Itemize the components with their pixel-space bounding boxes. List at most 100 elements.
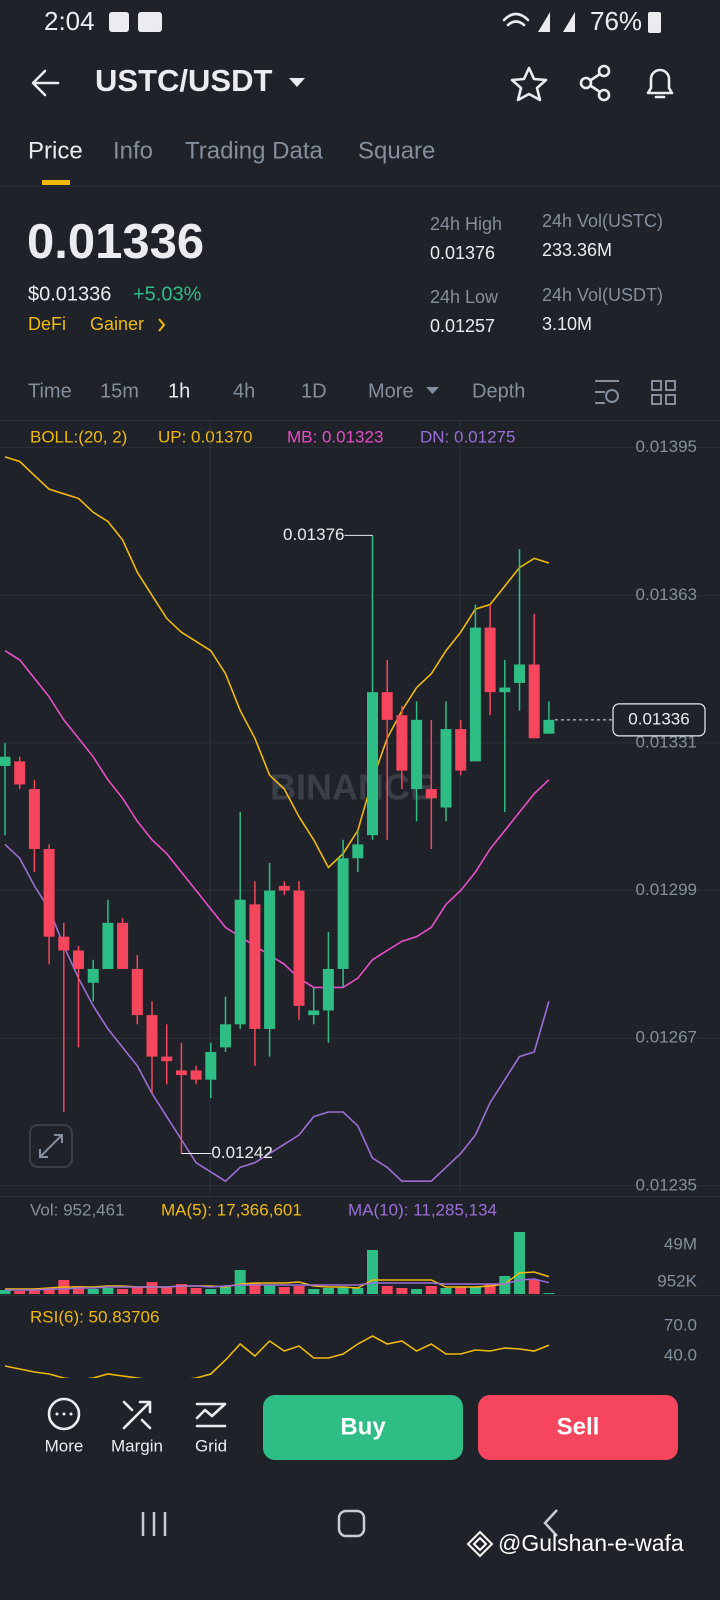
y-tick-label: 0.01363 (636, 585, 697, 604)
y-tick-label: 0.01331 (636, 732, 697, 751)
layout-button[interactable] (651, 380, 676, 405)
last-price-label: 0.01336 (628, 709, 689, 728)
divider (0, 1196, 720, 1197)
stat-label: 24h Vol(USTC) (542, 211, 663, 231)
tag-chevron (158, 318, 166, 332)
toolbar-label[interactable]: Margin (111, 1436, 163, 1455)
candle-body (367, 692, 378, 836)
y-tick-label: 0.01235 (636, 1175, 697, 1194)
sell-button[interactable] (478, 1395, 678, 1460)
nav-home[interactable] (337, 1509, 366, 1538)
legend-entry: UP: 0.01370 (158, 427, 253, 446)
grid-icon[interactable] (195, 1402, 227, 1428)
candle-body (425, 789, 437, 799)
candle-body (469, 627, 481, 762)
price-plot: BINANCE 0.01376 0.01242 (0, 421, 720, 1195)
volume-bar (28, 1289, 40, 1294)
volume-bar (43, 1289, 55, 1294)
pair-dropdown[interactable] (289, 78, 305, 87)
volume-bar (131, 1287, 143, 1294)
tab[interactable]: Square (358, 137, 435, 164)
candle-body (249, 904, 261, 1029)
buy-button[interactable] (263, 1395, 463, 1460)
sell-label[interactable]: Sell (557, 1413, 600, 1440)
rsi-plot (4, 1335, 550, 1378)
back-button[interactable] (31, 69, 60, 97)
candle-body (190, 1070, 202, 1080)
volume-bar (337, 1287, 349, 1294)
volume-bar (0, 1290, 11, 1294)
candle-body (131, 968, 143, 1016)
tab[interactable]: Info (113, 137, 153, 164)
stat-label: 24h Low (430, 287, 499, 307)
battery-icon (648, 12, 661, 33)
buy-label[interactable]: Buy (340, 1413, 386, 1440)
nav-recents[interactable] (141, 1512, 167, 1536)
stat-label: 24h High (430, 214, 502, 234)
volume-bar (514, 1232, 525, 1294)
volume-bar (205, 1289, 217, 1294)
favorite-button[interactable] (510, 66, 548, 102)
volume-bar (234, 1270, 246, 1294)
chart-watermark: BINANCE (270, 767, 434, 808)
ma-line (5, 1271, 550, 1290)
candle-body (117, 922, 129, 969)
volume-bar (220, 1287, 231, 1294)
candle-body (322, 968, 334, 1011)
pair-title[interactable]: USTC/USDT (95, 63, 272, 98)
watermark-logo (466, 1530, 494, 1558)
volume-bar (543, 1293, 555, 1294)
volume-bar (293, 1286, 305, 1294)
candle-body (175, 1070, 187, 1076)
volume-bar (367, 1250, 378, 1294)
y-tick-label: 0.01299 (636, 880, 697, 899)
interval[interactable]: 4h (233, 380, 255, 402)
stat-value: 0.01257 (430, 316, 495, 336)
candle-body (220, 1024, 231, 1048)
volume-bar (484, 1284, 496, 1294)
nav-back[interactable] (543, 1509, 558, 1537)
volume-bar (499, 1276, 511, 1294)
share-button[interactable] (579, 64, 611, 102)
volume-bar (278, 1287, 290, 1294)
candle-body (440, 729, 452, 808)
interval[interactable]: 1D (301, 380, 327, 402)
alert-button[interactable] (646, 68, 674, 99)
candle-body (528, 664, 540, 739)
indicator-settings[interactable] (595, 380, 619, 404)
annotation: 0.01376 (283, 525, 344, 544)
candle-body (293, 890, 305, 1006)
more-icon[interactable] (47, 1397, 81, 1431)
toolbar-label[interactable]: More (45, 1436, 84, 1455)
y-tick-label: 0.01267 (636, 1028, 697, 1047)
tag[interactable]: DeFi (28, 314, 66, 334)
candle-body (337, 858, 349, 969)
interval[interactable]: 15m (100, 380, 139, 402)
interval[interactable]: Depth (472, 380, 525, 402)
divider (0, 186, 720, 187)
candle-body (58, 936, 70, 951)
expand-icon (39, 1134, 63, 1158)
volume-bar (528, 1280, 540, 1294)
indicator-title: BOLL:(20, 2) (30, 427, 127, 446)
volume-bar (249, 1283, 261, 1294)
plot: BINANCE 0.01376 0.01242 0.01395 0.01363 0.013… (0, 421, 720, 1378)
boll-line (4, 650, 550, 989)
candle-body (102, 922, 114, 969)
volume-bar (455, 1287, 467, 1294)
tab-active[interactable]: Price (28, 137, 83, 164)
interval[interactable]: More (368, 380, 414, 402)
candle-body (0, 756, 11, 766)
interval-active[interactable]: 1h (168, 380, 190, 402)
legend-entry: MA(5): 17,366,601 (161, 1200, 302, 1219)
interval[interactable]: Time (28, 380, 72, 402)
expand-button[interactable] (29, 1124, 73, 1168)
tag[interactable]: Gainer (90, 314, 144, 334)
margin-icon[interactable] (122, 1400, 152, 1430)
volume-bar (14, 1291, 26, 1294)
tab[interactable]: Trading Data (185, 137, 324, 164)
y-tick-label: 49M (664, 1234, 697, 1253)
volume-bar (87, 1289, 99, 1294)
toolbar-label[interactable]: Grid (195, 1436, 227, 1455)
legend-entry: MB: 0.01323 (287, 427, 383, 446)
